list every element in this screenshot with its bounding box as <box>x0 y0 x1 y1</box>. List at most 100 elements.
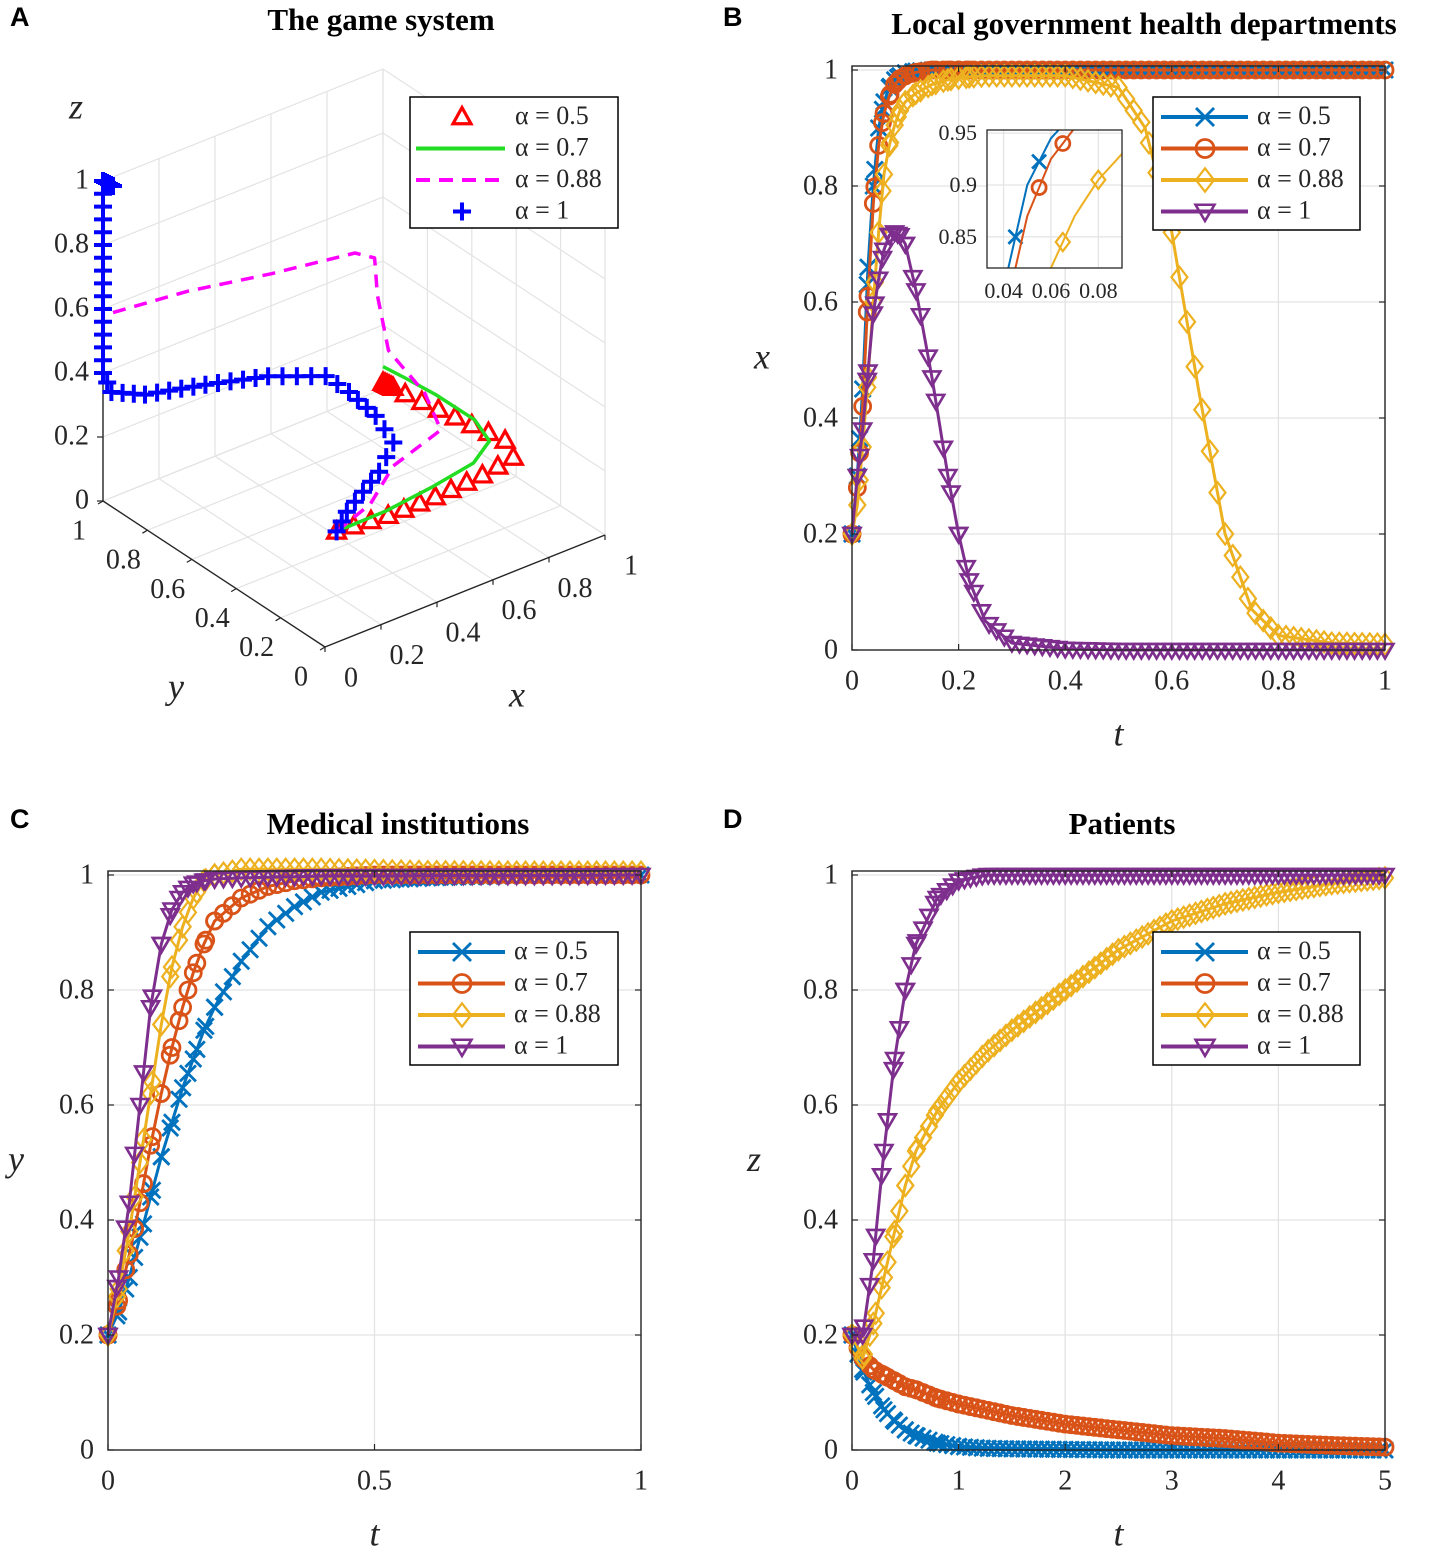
back-wall-grid-line <box>102 196 384 310</box>
data-point-marker <box>1093 71 1113 97</box>
data-point-marker <box>885 1219 905 1244</box>
data-point-marker <box>1186 1427 1205 1447</box>
inset-series-line <box>1007 130 1060 268</box>
legend: α = 0.5α = 0.7 α = 0.88α = 1 <box>1152 931 1361 1066</box>
data-point-marker <box>1269 1433 1288 1453</box>
x-mark <box>232 952 251 971</box>
inset-zoom: 0.04 0.06 0.08 0.85 0.9 0.95 <box>939 120 1123 303</box>
data-point-marker <box>894 982 916 1001</box>
circle-mark <box>205 911 225 931</box>
data-point-marker <box>1274 1433 1294 1453</box>
inset-marker <box>1054 231 1072 253</box>
data-point-marker <box>1215 521 1235 547</box>
axes-box <box>851 65 1386 651</box>
y-axis-line <box>102 500 326 648</box>
legend-marker <box>1193 203 1217 224</box>
x-mark <box>906 1426 925 1445</box>
trajectory-line <box>102 251 443 533</box>
diamond-mark <box>1367 631 1387 657</box>
triangle-mark <box>857 364 879 383</box>
legend-label: α = 0.7 <box>1257 132 1331 161</box>
diamond-mark <box>1185 354 1205 379</box>
data-point-marker <box>883 225 906 244</box>
diamond-mark <box>1049 982 1069 1007</box>
data-point-marker <box>1073 964 1093 989</box>
circle-mark <box>1328 1436 1348 1455</box>
trajectory-marker <box>370 462 389 481</box>
data-point-marker <box>956 65 976 90</box>
diamond-mark <box>1103 942 1122 967</box>
legend: α = 0.5α = 0.7 α = 0.88α = 1 <box>409 931 619 1066</box>
triangle-mark <box>947 526 970 545</box>
circle-mark <box>194 934 214 954</box>
circle-mark <box>895 66 915 86</box>
diamond-mark <box>888 104 908 130</box>
data-point-marker <box>123 1146 146 1165</box>
circle-mark <box>927 1388 947 1408</box>
triangle-mark <box>859 1277 881 1297</box>
data-point-marker <box>1085 955 1105 980</box>
data-point-marker <box>173 997 193 1017</box>
data-point-marker <box>285 857 304 882</box>
triangle-mark <box>851 1327 874 1346</box>
diamond-mark <box>941 67 961 92</box>
x-mark <box>859 258 877 277</box>
x-tick-label: 1 <box>952 1465 966 1496</box>
x-mark <box>130 1228 149 1247</box>
data-point-marker <box>918 74 938 99</box>
circle-mark <box>1138 1423 1158 1443</box>
data-point-marker <box>1131 109 1151 135</box>
triangle-mark <box>937 468 959 487</box>
diamond-mark <box>961 1057 980 1082</box>
data-point-marker <box>874 1365 894 1385</box>
y-tick-label: 1 <box>824 859 838 890</box>
diamond-mark <box>889 1198 909 1224</box>
data-point-marker <box>1026 1000 1045 1025</box>
y-tick-label: 0 <box>824 1434 838 1465</box>
legend-marker <box>1193 1038 1217 1059</box>
triangle-mark <box>905 283 927 302</box>
triangle-mark <box>423 484 447 506</box>
diamond-mark <box>1063 65 1083 90</box>
x-mark <box>928 1434 947 1453</box>
legend: α = 0.5α = 0.7 α = 0.88α = 1 <box>409 96 619 229</box>
data-point-marker <box>231 888 251 908</box>
triangle-mark <box>883 1051 906 1070</box>
data-point-marker <box>1170 264 1189 290</box>
legend-item: α = 0.7 <box>1161 967 1331 996</box>
x-tick-label: 1 <box>624 550 638 581</box>
y-tick-label: 0.6 <box>803 1089 838 1120</box>
triangle-mark <box>918 908 940 927</box>
diamond-mark <box>1040 63 1060 89</box>
data-point-marker <box>873 113 892 133</box>
diamond-mark <box>1131 109 1151 135</box>
data-point-marker <box>947 526 970 545</box>
data-point-marker <box>922 72 942 97</box>
x-mark <box>914 1429 933 1448</box>
diamond-mark <box>240 857 260 882</box>
circle-mark <box>285 871 304 891</box>
z-tick-label: 0.8 <box>54 228 89 259</box>
data-point-marker <box>1103 1419 1122 1439</box>
diamond-mark <box>1043 986 1063 1012</box>
data-point-marker <box>889 228 911 247</box>
circle-mark <box>169 1011 189 1031</box>
triangle-mark <box>115 1220 137 1239</box>
circle-mark <box>1194 973 1216 994</box>
triangle-mark <box>889 228 911 247</box>
legend-item: α = 0.88 <box>1161 164 1344 194</box>
series-group <box>94 172 526 541</box>
data-point-marker <box>917 349 939 368</box>
data-point-marker <box>1002 1018 1022 1043</box>
circle-mark <box>151 1084 171 1103</box>
x-mark <box>187 1040 206 1059</box>
circle-mark <box>1126 1422 1146 1442</box>
legend-label: α = 1 <box>1257 1030 1311 1059</box>
circle-mark <box>249 880 269 900</box>
diamond-mark <box>1010 63 1029 89</box>
floor-grid-line <box>235 476 517 590</box>
diamond-mark <box>890 98 910 123</box>
diamond-mark <box>1055 63 1075 89</box>
circle-mark <box>231 888 251 908</box>
